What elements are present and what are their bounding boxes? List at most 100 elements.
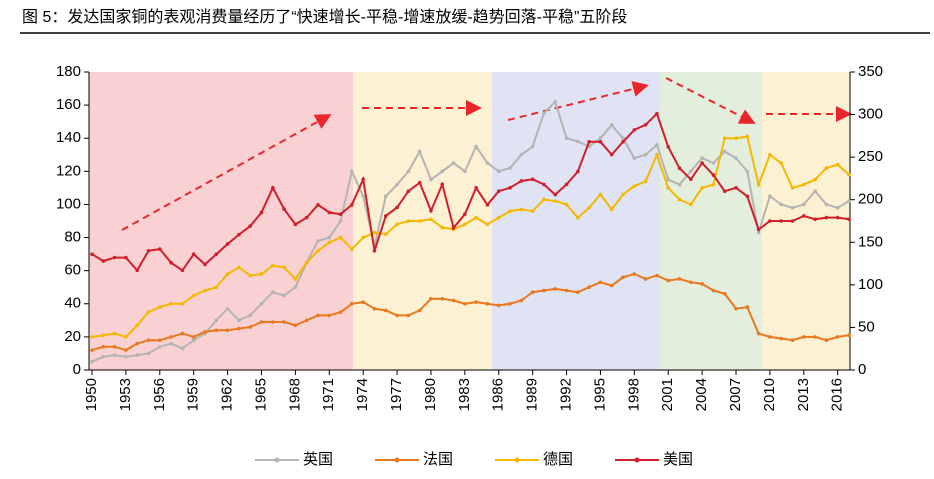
series-point: [270, 320, 275, 324]
series-point: [327, 235, 332, 240]
series-point: [609, 152, 614, 157]
chart-title: 图 5：发达国家铜的表观消费量经历了“快速增长-平稳-增速放缓-趋势回落-平稳”…: [22, 8, 627, 26]
series-point: [395, 205, 399, 210]
series-point: [191, 293, 196, 298]
series-point: [180, 301, 185, 306]
series-point: [191, 338, 196, 343]
series-point: [542, 111, 546, 116]
series-point: [756, 230, 761, 235]
series-point: [576, 290, 580, 294]
series-point: [734, 136, 738, 141]
series-point: [553, 100, 558, 104]
trend-arrow: [121, 114, 332, 231]
series-point: [135, 353, 139, 357]
series-point: [157, 338, 162, 343]
series-point: [180, 268, 185, 273]
series-point: [474, 300, 478, 304]
series-point: [440, 297, 445, 301]
series-line: [91, 135, 850, 339]
x-tick-label: 1977: [388, 378, 405, 411]
series-point: [417, 149, 422, 154]
series-point: [722, 292, 727, 296]
series-point: [474, 185, 478, 190]
x-tick-label: 1989: [524, 378, 541, 411]
series-point: [677, 166, 682, 171]
y2-tick-label: 100: [858, 276, 883, 293]
series-point: [316, 313, 320, 318]
series-point: [734, 185, 738, 190]
y-tick-label: 100: [56, 195, 81, 212]
series-point: [124, 335, 128, 339]
series-point: [779, 219, 784, 223]
series-point: [474, 144, 478, 149]
series-point: [316, 203, 320, 207]
series-point: [824, 215, 829, 220]
x-tick-label: 2007: [727, 378, 744, 411]
series-point: [112, 345, 117, 349]
series-point: [790, 205, 795, 210]
series-point: [813, 177, 817, 182]
series-point: [203, 330, 207, 334]
series-point: [417, 180, 422, 185]
series-point: [768, 219, 772, 223]
series-point: [847, 172, 851, 177]
series-point: [655, 273, 659, 278]
series-point: [722, 149, 727, 154]
legend-label: 英国: [303, 450, 333, 468]
series-point: [327, 313, 332, 318]
y-tick-label: 160: [56, 96, 81, 113]
series-point: [587, 285, 591, 290]
series-point: [835, 162, 840, 167]
x-tick-label: 1983: [456, 378, 473, 411]
series-point: [666, 145, 671, 149]
series-point: [711, 161, 716, 165]
trend-arrows: [121, 77, 852, 231]
x-tick-label: 2004: [693, 378, 710, 411]
series-point: [395, 222, 399, 227]
trend-arrow: [665, 77, 756, 124]
series-point: [124, 348, 128, 352]
series-point: [417, 308, 422, 313]
series-point: [406, 189, 411, 193]
series-point: [214, 328, 219, 333]
series-point: [169, 301, 173, 306]
legend-label: 法国: [423, 451, 453, 468]
series-point: [463, 212, 467, 216]
legend-label: 美国: [663, 451, 693, 468]
series-point: [530, 209, 535, 213]
series-point: [779, 161, 784, 165]
series-point: [383, 308, 388, 313]
series-point: [485, 222, 490, 227]
y2-tick-label: 50: [858, 318, 875, 335]
y-tick-label: 60: [64, 262, 81, 279]
series-point: [779, 202, 784, 207]
series-point: [350, 247, 354, 251]
x-tick-label: 1980: [422, 378, 439, 411]
series-point: [756, 182, 761, 187]
series-point: [666, 186, 671, 190]
series-point: [722, 136, 727, 141]
series-point: [756, 227, 761, 232]
series-point: [485, 203, 490, 207]
series-point: [621, 136, 625, 141]
series-line: [91, 272, 850, 352]
series-point: [191, 252, 196, 257]
series-point: [745, 305, 750, 309]
series-point: [214, 285, 219, 290]
series-point: [304, 260, 309, 265]
series-point: [700, 161, 704, 165]
series-point: [350, 301, 354, 306]
series-point: [508, 209, 512, 213]
x-tick-label: 1953: [117, 378, 134, 411]
x-tick-label: 2001: [659, 378, 676, 411]
series-point: [677, 277, 682, 281]
series-point: [338, 219, 343, 223]
series-point: [282, 265, 286, 270]
series-point: [203, 288, 207, 293]
series-point: [643, 122, 648, 127]
x-tick-label: 2010: [761, 378, 778, 411]
series-point: [225, 306, 230, 311]
series-point: [598, 136, 603, 141]
series-point: [214, 252, 219, 257]
series-point: [225, 328, 230, 333]
